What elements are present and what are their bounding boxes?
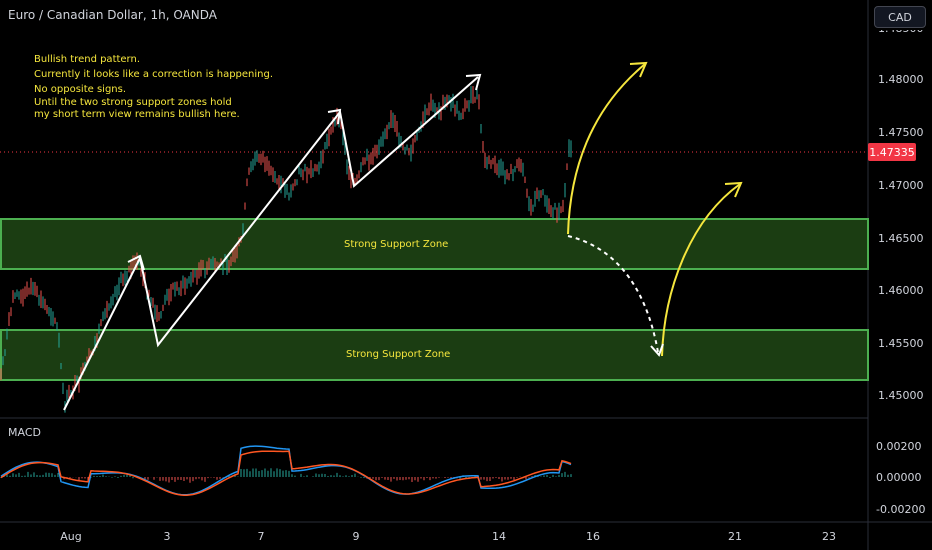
date-tick: 7 (257, 530, 265, 543)
price-tick: 1.47500 (878, 126, 924, 139)
arrowhead-2 (327, 108, 342, 125)
projection-arrows[interactable] (567, 61, 743, 357)
arrowhead-proj-2 (724, 181, 743, 198)
note-line-5: my short term view remains bullish here. (34, 109, 240, 120)
date-tick: 16 (586, 530, 600, 543)
price-tick: 1.47000 (878, 179, 924, 192)
price-tick: 1.46000 (878, 284, 924, 297)
support-zone-upper[interactable] (0, 218, 869, 270)
support-zone-label-upper: Strong Support Zone (344, 239, 449, 250)
arrowhead-proj-1 (629, 61, 648, 78)
macd-tick: 0.00200 (876, 440, 922, 453)
note-line-1: Bullish trend pattern. (34, 54, 141, 65)
last-price-badge: 1.47335 (868, 143, 916, 161)
date-tick: 21 (728, 530, 742, 543)
note-line-4: Until the two strong support zones hold (34, 97, 232, 108)
macd-tick: -0.00200 (876, 503, 926, 516)
arrowhead-1 (127, 254, 145, 271)
date-tick: 23 (822, 530, 836, 543)
correction-dashed-path (567, 235, 659, 353)
macd-histogram (0, 468, 572, 483)
note-line-3: No opposite signs. (34, 84, 127, 95)
price-tick: 1.48000 (878, 73, 924, 86)
price-tick: 1.46500 (878, 232, 924, 245)
projection-arrow-up-1 (567, 63, 646, 235)
date-tick: 3 (163, 530, 171, 543)
price-tick: 1.45500 (878, 337, 924, 350)
currency-button[interactable]: CAD (874, 6, 926, 28)
macd-line (0, 445, 572, 496)
price-tick-top-partial: 1.48500 (878, 22, 924, 35)
arrowhead-correction (650, 343, 664, 357)
note-line-2: Currently it looks like a correction is … (34, 69, 274, 80)
macd-tick: 0.00000 (876, 471, 922, 484)
price-tick: 1.45000 (878, 389, 924, 402)
trend-zigzag-line (63, 76, 479, 411)
projection-arrow-up-2 (661, 183, 741, 357)
date-tick: 9 (352, 530, 360, 543)
symbol-title[interactable]: Euro / Canadian Dollar, 1h, OANDA (8, 8, 217, 22)
date-tick: Aug (60, 530, 82, 543)
support-zone-label-lower: Strong Support Zone (346, 349, 451, 360)
macd-indicator-label[interactable]: MACD (8, 426, 41, 439)
correction-arrow[interactable] (567, 235, 659, 353)
support-zone-lower[interactable] (0, 329, 869, 381)
analysis-note[interactable]: Bullish trend pattern. Currently it look… (34, 52, 273, 121)
arrowhead-3 (465, 73, 482, 91)
date-tick: 14 (492, 530, 506, 543)
trend-arrows[interactable] (63, 73, 482, 411)
signal-line (0, 450, 572, 496)
